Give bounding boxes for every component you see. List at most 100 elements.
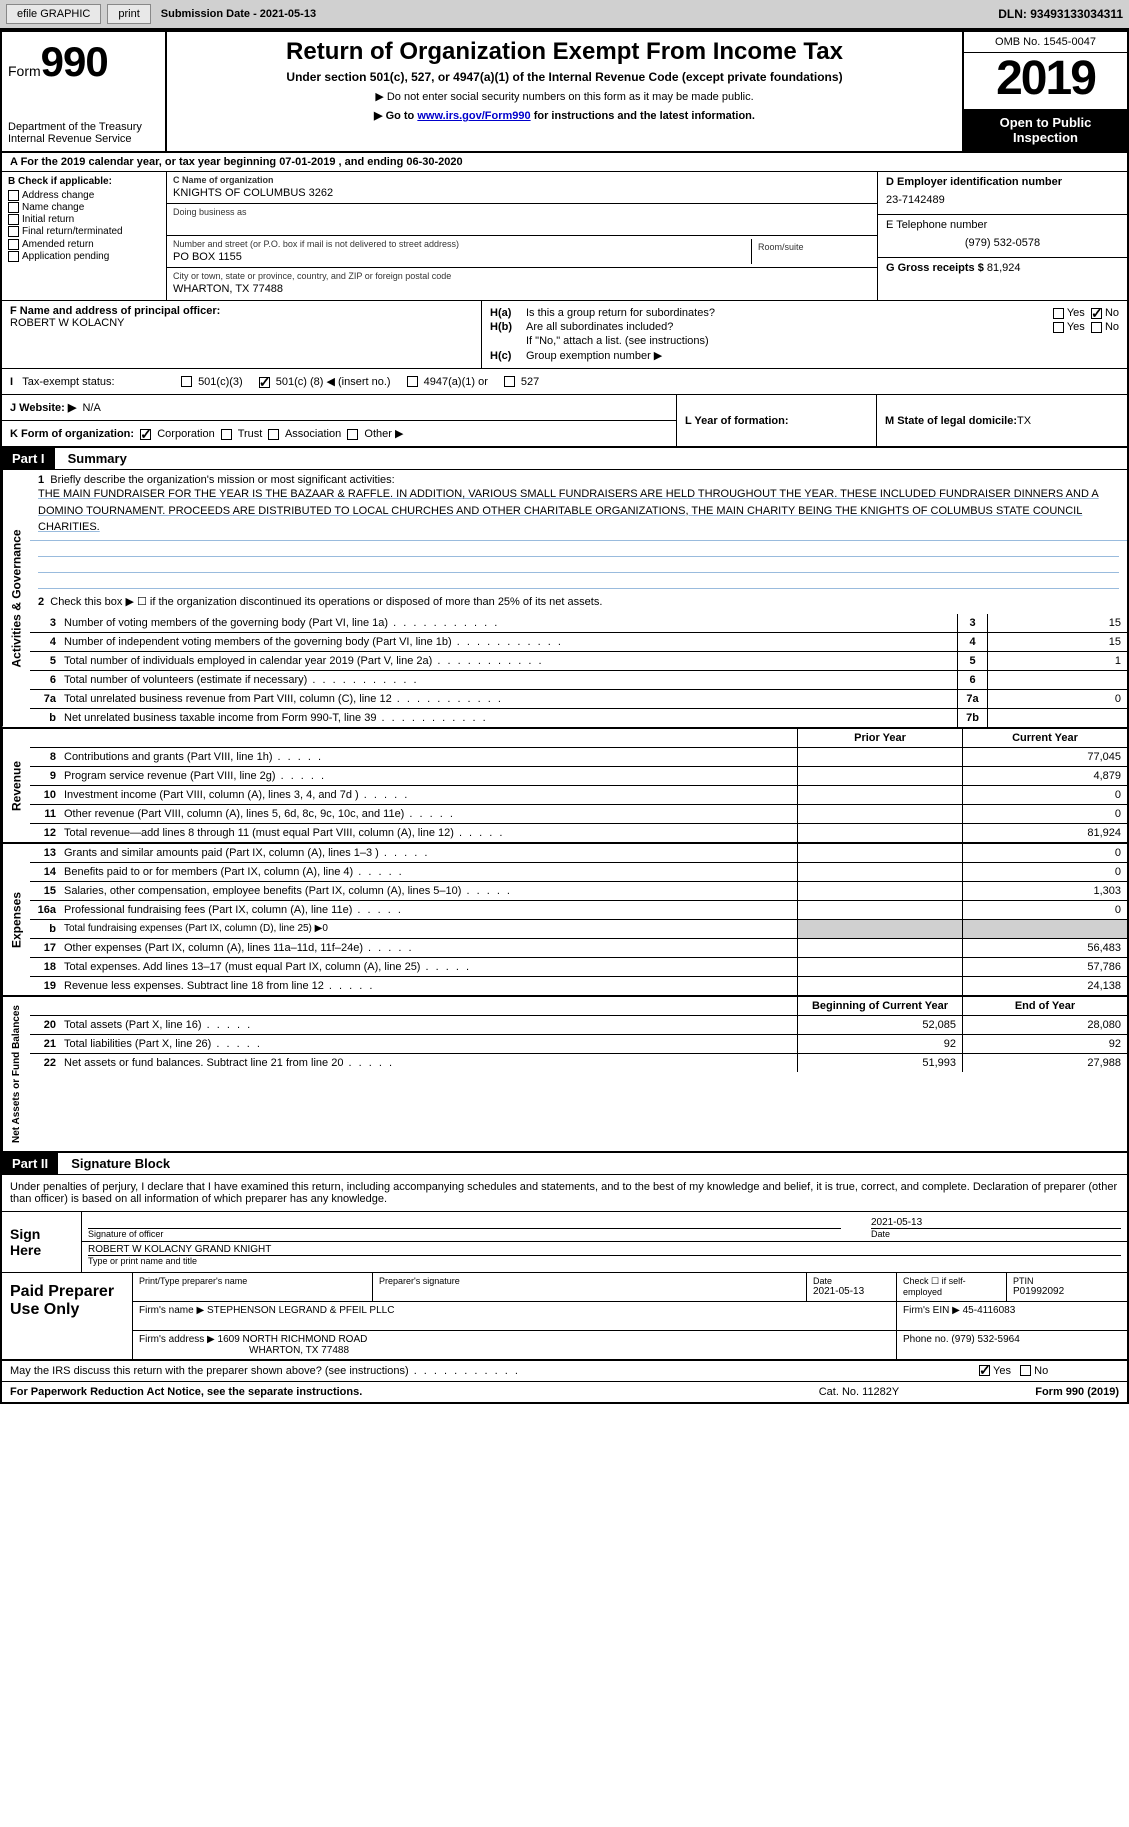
- summary-line: bTotal fundraising expenses (Part IX, co…: [30, 920, 1127, 939]
- row-j-k: J Website: ▶ N/A K Form of organization:…: [2, 395, 1127, 448]
- summary-line: 6Total number of volunteers (estimate if…: [30, 671, 1127, 690]
- firm-ein: 45-4116083: [963, 1305, 1016, 1316]
- blank-line: [38, 573, 1119, 589]
- chk-amended[interactable]: Amended return: [8, 239, 160, 250]
- prep-sig-label: Preparer's signature: [379, 1276, 800, 1286]
- row-tax-status: I Tax-exempt status: 501(c)(3) 501(c) (8…: [2, 369, 1127, 395]
- chk-address[interactable]: Address change: [8, 190, 160, 201]
- year-formation-label: L Year of formation:: [685, 415, 789, 427]
- col-c-org-info: C Name of organization KNIGHTS OF COLUMB…: [167, 172, 877, 300]
- ha-text: Is this a group return for subordinates?: [526, 307, 999, 319]
- form-header: Form990 Department of the Treasury Inter…: [2, 32, 1127, 153]
- firm-addr1: 1609 NORTH RICHMOND ROAD: [218, 1334, 368, 1345]
- summary-line: 10Investment income (Part VIII, column (…: [30, 786, 1127, 805]
- phone-label: E Telephone number: [886, 219, 1119, 231]
- summary-line: 19Revenue less expenses. Subtract line 1…: [30, 977, 1127, 995]
- summary-line: 20Total assets (Part X, line 16)52,08528…: [30, 1016, 1127, 1035]
- gross-label: G Gross receipts $: [886, 262, 987, 274]
- discuss-text: May the IRS discuss this return with the…: [10, 1365, 979, 1377]
- paid-preparer-section: Paid Preparer Use Only Print/Type prepar…: [2, 1273, 1127, 1361]
- prep-date-label: Date: [813, 1276, 890, 1286]
- summary-line: 22Net assets or fund balances. Subtract …: [30, 1054, 1127, 1072]
- chk-4947[interactable]: 4947(a)(1) or: [407, 376, 488, 388]
- tax-year: 2019: [964, 53, 1127, 109]
- sign-here-label: Sign Here: [2, 1212, 82, 1272]
- col-begin: Beginning of Current Year: [797, 997, 962, 1015]
- open-inspection: Open to Public Inspection: [964, 109, 1127, 151]
- street-value: PO BOX 1155: [173, 251, 751, 263]
- ein-value: 23-7142489: [886, 194, 1119, 206]
- hb-yn: Yes No: [999, 321, 1119, 333]
- sig-officer-label: Signature of officer: [88, 1228, 841, 1239]
- part2-title: Signature Block: [61, 1153, 180, 1174]
- mission-text: THE MAIN FUNDRAISER FOR THE YEAR IS THE …: [38, 488, 1099, 533]
- declaration-text: Under penalties of perjury, I declare th…: [2, 1175, 1127, 1212]
- col-current: Current Year: [962, 729, 1127, 747]
- form-number: Form990: [8, 38, 159, 86]
- part1-title: Summary: [58, 448, 137, 469]
- summary-line: 5Total number of individuals employed in…: [30, 652, 1127, 671]
- summary-line: 8Contributions and grants (Part VIII, li…: [30, 748, 1127, 767]
- summary-line: 13Grants and similar amounts paid (Part …: [30, 844, 1127, 863]
- city-label: City or town, state or province, country…: [173, 271, 871, 281]
- firm-ein-label: Firm's EIN ▶: [903, 1305, 963, 1316]
- col-end: End of Year: [962, 997, 1127, 1015]
- ptin-label: PTIN: [1013, 1276, 1121, 1286]
- row-a-tax-year: A For the 2019 calendar year, or tax yea…: [2, 153, 1127, 172]
- website-value: N/A: [82, 402, 100, 414]
- sig-date-value: 2021-05-13: [871, 1217, 1121, 1228]
- street-label: Number and street (or P.O. box if mail i…: [173, 239, 751, 249]
- vert-revenue: Revenue: [2, 729, 30, 842]
- chk-name[interactable]: Name change: [8, 202, 160, 213]
- note-ssn: ▶ Do not enter social security numbers o…: [177, 90, 952, 103]
- officer-label: F Name and address of principal officer:: [10, 305, 473, 317]
- print-button[interactable]: print: [107, 4, 150, 24]
- ein-label: D Employer identification number: [886, 176, 1119, 188]
- dept-treasury: Department of the Treasury Internal Reve…: [8, 121, 159, 145]
- omb-number: OMB No. 1545-0047: [964, 32, 1127, 53]
- col-d-ein: D Employer identification number 23-7142…: [877, 172, 1127, 300]
- chk-initial[interactable]: Initial return: [8, 214, 160, 225]
- part2-header: Part II: [2, 1153, 58, 1174]
- firm-addr2: WHARTON, TX 77488: [249, 1345, 349, 1356]
- paid-preparer-label: Paid Preparer Use Only: [2, 1273, 132, 1359]
- firm-phone-label: Phone no.: [903, 1334, 951, 1345]
- summary-line: 12Total revenue—add lines 8 through 11 (…: [30, 824, 1127, 842]
- chk-final[interactable]: Final return/terminated: [8, 226, 160, 237]
- sig-name-value: ROBERT W KOLACNY GRAND KNIGHT: [88, 1244, 1121, 1255]
- vert-expenses: Expenses: [2, 844, 30, 995]
- cat-no: Cat. No. 11282Y: [759, 1386, 959, 1398]
- activities-governance-section: Activities & Governance 1 Briefly descri…: [2, 470, 1127, 729]
- form-org-label: K Form of organization:: [10, 428, 134, 440]
- ha-yn: Yes No: [999, 307, 1119, 319]
- summary-line: 7aTotal unrelated business revenue from …: [30, 690, 1127, 709]
- form-title: Return of Organization Exempt From Incom…: [177, 38, 952, 66]
- efile-button[interactable]: efile GRAPHIC: [6, 4, 101, 24]
- net-assets-section: Net Assets or Fund Balances Beginning of…: [2, 997, 1127, 1153]
- q1-text: Briefly describe the organization's miss…: [50, 474, 394, 486]
- room-label: Room/suite: [758, 242, 865, 252]
- blank-line: [38, 557, 1119, 573]
- q2-num: 2: [38, 596, 44, 608]
- firm-addr-label: Firm's address ▶: [139, 1334, 218, 1345]
- hc-label: H(c): [490, 350, 526, 362]
- irs-link[interactable]: www.irs.gov/Form990: [417, 110, 530, 122]
- summary-line: 21Total liabilities (Part X, line 26)929…: [30, 1035, 1127, 1054]
- dln: DLN: 93493133034311: [998, 7, 1123, 21]
- summary-line: 16aProfessional fundraising fees (Part I…: [30, 901, 1127, 920]
- ptin-value: P01992092: [1013, 1286, 1121, 1297]
- phone-value: (979) 532-0578: [886, 237, 1119, 249]
- col-b-checkboxes: B Check if applicable: Address change Na…: [2, 172, 167, 300]
- ha-label: H(a): [490, 307, 526, 319]
- chk-527[interactable]: 527: [504, 376, 539, 388]
- top-bar: efile GRAPHIC print Submission Date - 20…: [0, 0, 1129, 30]
- blank-line: [38, 541, 1119, 557]
- chk-501c[interactable]: 501(c) (8) ◀ (insert no.): [259, 375, 391, 388]
- summary-line: 14Benefits paid to or for members (Part …: [30, 863, 1127, 882]
- summary-line: 4Number of independent voting members of…: [30, 633, 1127, 652]
- chk-pending[interactable]: Application pending: [8, 251, 160, 262]
- form-container: Form990 Department of the Treasury Inter…: [0, 30, 1129, 1404]
- summary-line: 18Total expenses. Add lines 13–17 (must …: [30, 958, 1127, 977]
- section-f-h: F Name and address of principal officer:…: [2, 301, 1127, 369]
- chk-501c3[interactable]: 501(c)(3): [181, 376, 243, 388]
